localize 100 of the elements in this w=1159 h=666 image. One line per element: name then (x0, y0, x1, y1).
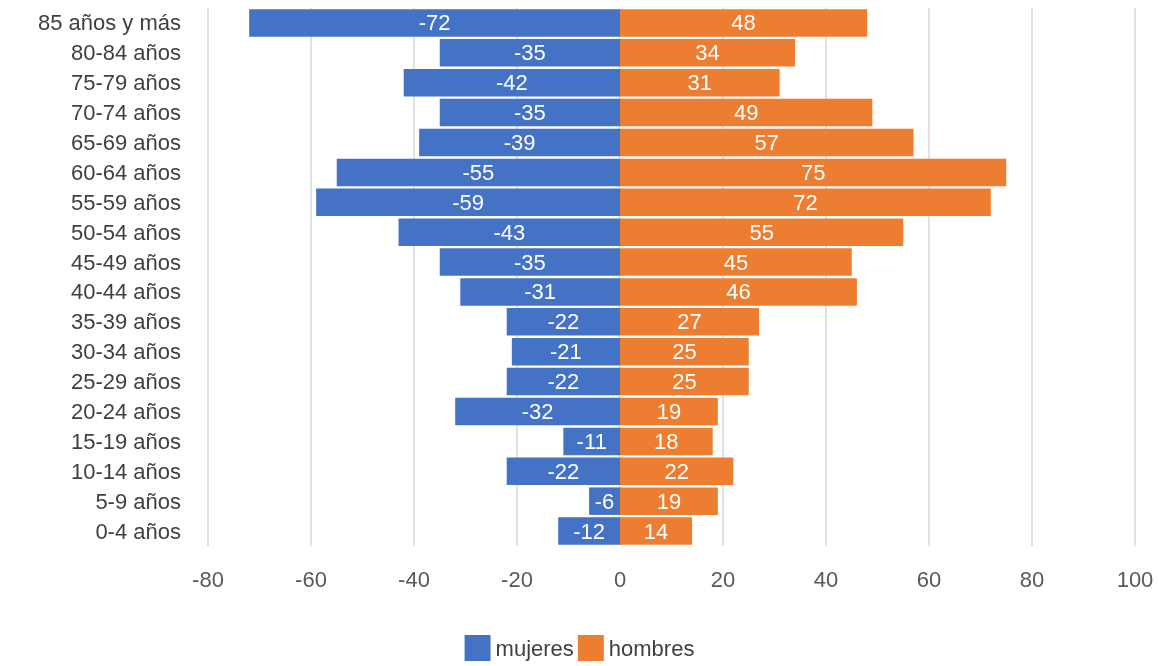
data-label: 14 (643, 518, 669, 544)
bar (620, 218, 904, 246)
y-tick-label: 20-24 años (70, 399, 181, 424)
bar (439, 248, 620, 276)
data-label: -12 (573, 518, 605, 544)
data-label: -55 (462, 159, 495, 185)
bar (620, 337, 749, 366)
bar (620, 188, 991, 217)
bar (620, 128, 914, 157)
bar (316, 188, 620, 217)
x-tick-label: 80 (1019, 566, 1045, 592)
bar (439, 98, 620, 127)
legend-label: hombres (608, 635, 695, 661)
data-label: 25 (672, 369, 697, 395)
bar (558, 517, 620, 545)
data-label: 22 (664, 458, 689, 484)
bar (398, 218, 620, 246)
x-tick-label: -60 (295, 566, 327, 592)
data-label: -35 (513, 100, 546, 126)
data-label: 19 (656, 399, 682, 424)
bar (506, 308, 620, 336)
bar (439, 39, 620, 67)
bar (506, 457, 620, 486)
data-label: -22 (547, 458, 580, 484)
bar (419, 128, 620, 157)
bar (460, 278, 620, 306)
y-tick-label: 30-34 años (70, 339, 181, 365)
data-label: 57 (754, 130, 780, 155)
data-label: 55 (749, 219, 774, 245)
data-label: 72 (793, 189, 818, 215)
x-tick-label: 40 (813, 566, 839, 592)
y-tick-label: 5-9 años (95, 488, 181, 514)
bar (620, 39, 796, 67)
y-tick-label: 60-64 años (70, 159, 181, 185)
y-tick-label: 45-49 años (70, 249, 181, 275)
x-tick-label: 20 (710, 566, 736, 592)
bar (620, 427, 713, 456)
data-label: -22 (547, 309, 580, 335)
y-tick-label: 75-79 años (70, 70, 181, 96)
data-label: -6 (594, 488, 615, 514)
y-tick-label: 55-59 años (70, 189, 181, 215)
bar (620, 457, 734, 486)
data-label: -31 (524, 279, 557, 305)
y-tick-label: 25-29 años (70, 369, 181, 395)
data-label: 25 (672, 339, 697, 365)
y-tick-label: 80-84 años (70, 40, 181, 66)
bar (506, 367, 620, 396)
data-label: 49 (733, 100, 759, 126)
bar (620, 158, 1007, 187)
y-tick-label: 15-19 años (70, 428, 181, 454)
data-label: -11 (576, 428, 607, 454)
data-label: -32 (521, 399, 554, 424)
data-label: 27 (677, 309, 702, 335)
data-label: 34 (695, 40, 720, 66)
bar (620, 397, 718, 426)
data-label: -39 (503, 130, 536, 155)
bar (455, 397, 620, 426)
bar (511, 337, 620, 366)
x-tick-label: 60 (916, 566, 942, 592)
data-label: 75 (800, 159, 826, 185)
y-tick-label: 85 años y más (37, 10, 181, 36)
data-label: 18 (654, 428, 679, 454)
data-label: -42 (495, 70, 528, 96)
bar (620, 308, 760, 336)
data-label: -72 (418, 10, 451, 36)
bar (620, 278, 857, 306)
bar (620, 487, 718, 515)
bar (620, 367, 749, 396)
data-label: -43 (493, 219, 526, 245)
data-label: 46 (726, 279, 751, 305)
y-tick-label: 10-14 años (70, 458, 181, 484)
bar (620, 98, 873, 127)
bar (620, 517, 693, 545)
bar (336, 158, 620, 187)
bar (403, 68, 620, 97)
bar (620, 68, 780, 97)
data-label: -35 (513, 249, 546, 275)
data-label: 45 (723, 249, 749, 275)
x-tick-label: 100 (1116, 566, 1154, 592)
data-label: -35 (513, 40, 546, 66)
data-label: -21 (550, 339, 582, 365)
bar (563, 427, 620, 456)
y-tick-label: 0-4 años (95, 518, 181, 544)
bar (620, 248, 852, 276)
data-label: -59 (452, 189, 484, 215)
y-tick-label: 70-74 años (70, 100, 181, 126)
data-label: 31 (687, 70, 713, 96)
y-tick-label: 40-44 años (70, 279, 181, 305)
bar (620, 9, 868, 37)
x-tick-label: -80 (192, 566, 224, 592)
data-label: -22 (547, 369, 580, 395)
y-tick-label: 65-69 años (70, 130, 181, 155)
x-tick-label: -40 (398, 566, 430, 592)
legend-label: mujeres (495, 635, 574, 661)
y-tick-label: 35-39 años (70, 309, 181, 335)
x-tick-label: 0 (613, 566, 627, 592)
bar (249, 9, 620, 37)
data-label: 19 (656, 488, 682, 514)
x-tick-label: -20 (501, 566, 533, 592)
y-tick-label: 50-54 años (70, 219, 181, 245)
